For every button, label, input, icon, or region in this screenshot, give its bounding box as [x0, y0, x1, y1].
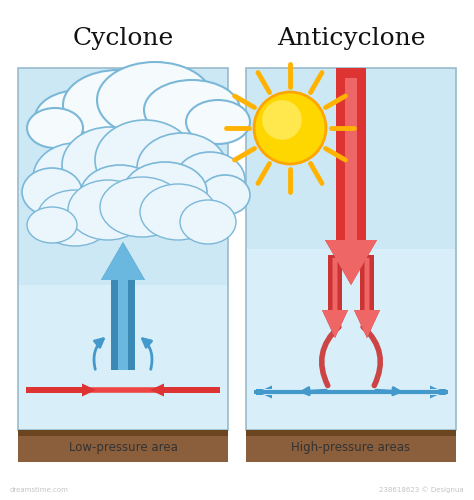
Ellipse shape: [27, 108, 83, 148]
Ellipse shape: [200, 175, 250, 215]
Polygon shape: [325, 68, 377, 285]
Bar: [18, 68, 228, 430]
Text: Low-pressure area: Low-pressure area: [69, 442, 177, 454]
Text: High-pressure areas: High-pressure areas: [292, 442, 410, 454]
Ellipse shape: [35, 90, 125, 146]
Ellipse shape: [144, 80, 240, 140]
Polygon shape: [101, 242, 145, 370]
Polygon shape: [325, 78, 377, 285]
Polygon shape: [430, 386, 446, 398]
Ellipse shape: [27, 207, 77, 243]
Polygon shape: [256, 386, 272, 398]
Ellipse shape: [68, 180, 148, 240]
Text: Cyclone: Cyclone: [73, 26, 173, 50]
Ellipse shape: [63, 70, 173, 140]
Ellipse shape: [22, 168, 82, 216]
FancyArrowPatch shape: [376, 388, 400, 395]
Ellipse shape: [97, 62, 213, 138]
Polygon shape: [150, 384, 220, 396]
Ellipse shape: [175, 152, 245, 208]
Polygon shape: [322, 255, 348, 338]
Bar: [246, 249, 456, 430]
Text: dreamstime.com: dreamstime.com: [10, 487, 69, 493]
Polygon shape: [322, 258, 348, 338]
Polygon shape: [354, 255, 380, 338]
Bar: [18, 68, 228, 285]
Bar: [18, 285, 228, 430]
Polygon shape: [101, 242, 145, 370]
FancyArrowPatch shape: [143, 338, 152, 370]
Ellipse shape: [62, 127, 158, 203]
Polygon shape: [354, 258, 380, 338]
Ellipse shape: [100, 177, 184, 237]
Ellipse shape: [123, 162, 207, 222]
Ellipse shape: [37, 190, 113, 246]
Bar: [246, 68, 456, 430]
FancyArrowPatch shape: [94, 338, 103, 370]
Circle shape: [262, 100, 302, 140]
Ellipse shape: [80, 165, 160, 225]
Ellipse shape: [186, 100, 250, 144]
Polygon shape: [26, 384, 96, 396]
Bar: [18, 430, 228, 462]
Bar: [246, 430, 456, 462]
Text: 238618623 © Designua: 238618623 © Designua: [379, 486, 464, 494]
Ellipse shape: [140, 184, 216, 240]
FancyArrowPatch shape: [363, 327, 380, 386]
Ellipse shape: [95, 120, 195, 200]
Circle shape: [254, 92, 326, 164]
Ellipse shape: [33, 143, 117, 213]
FancyArrowPatch shape: [302, 388, 326, 395]
Bar: [18, 430, 228, 436]
Bar: [246, 68, 456, 249]
Ellipse shape: [137, 133, 227, 203]
Ellipse shape: [180, 200, 236, 244]
FancyArrowPatch shape: [322, 327, 339, 386]
Text: Anticyclone: Anticyclone: [277, 26, 425, 50]
Bar: [246, 430, 456, 436]
